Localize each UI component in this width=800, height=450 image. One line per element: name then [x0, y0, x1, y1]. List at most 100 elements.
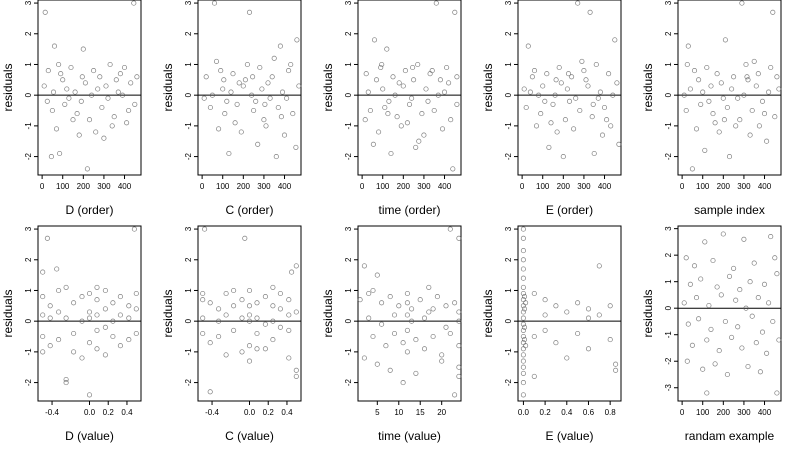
- data-point: [257, 64, 263, 71]
- data-point: [456, 318, 462, 324]
- data-point: [60, 77, 66, 83]
- data-point: [737, 287, 743, 293]
- data-point: [231, 303, 237, 309]
- data-point: [63, 284, 69, 290]
- data-point: [768, 234, 774, 240]
- data-point: [413, 370, 419, 376]
- data-point: [365, 89, 371, 95]
- data-point: [404, 349, 410, 355]
- data-point: [613, 367, 619, 373]
- data-point: [400, 380, 406, 386]
- data-point: [772, 114, 778, 120]
- data-point: [223, 352, 229, 358]
- y-tick-label: 3: [664, 0, 673, 5]
- data-point: [370, 333, 376, 340]
- y-tick-label: 1: [344, 288, 353, 293]
- data-point: [373, 77, 380, 83]
- data-point: [753, 340, 759, 346]
- y-tick-label: -1: [344, 122, 353, 130]
- data-point: [232, 120, 238, 126]
- data-point: [246, 343, 253, 349]
- x-tick-label: 100: [56, 182, 70, 191]
- data-point: [744, 74, 750, 80]
- y-tick-label: 1: [184, 62, 193, 67]
- data-point: [523, 300, 529, 306]
- data-point: [687, 86, 693, 92]
- y-axis-title: residuals: [321, 289, 335, 337]
- x-tick-label: 0.4: [121, 408, 133, 417]
- data-point: [569, 74, 575, 80]
- x-tick-label: 300: [577, 182, 591, 191]
- x-tick-label: 300: [737, 408, 751, 417]
- data-point: [102, 306, 108, 312]
- data-point: [231, 327, 237, 333]
- data-point: [704, 64, 710, 71]
- data-point: [439, 358, 445, 364]
- y-axis-title: residuals: [641, 289, 655, 337]
- data-point: [400, 83, 406, 89]
- data-point: [714, 284, 720, 290]
- data-point: [113, 77, 119, 83]
- x-tick-label: 0: [40, 182, 45, 191]
- data-point: [739, 0, 745, 6]
- x-tick-label: 100: [216, 182, 230, 191]
- chart-panel-2: 0 100 200 300 400 -2 -1 0 1 2 3 C (order) residuals: [161, 0, 302, 217]
- data-point: [542, 297, 548, 303]
- data-point: [687, 281, 693, 287]
- data-point: [616, 141, 622, 147]
- data-point: [44, 235, 50, 241]
- data-point: [591, 150, 597, 157]
- x-tick-label: 0.4: [561, 408, 573, 417]
- data-point: [542, 312, 548, 318]
- data-point: [370, 287, 376, 294]
- data-point: [433, 0, 439, 6]
- y-tick-label: 0: [504, 92, 513, 97]
- data-point: [382, 104, 388, 111]
- y-tick-label: 2: [184, 31, 193, 36]
- data-point: [538, 111, 544, 117]
- data-point: [421, 315, 428, 321]
- data-point: [745, 363, 751, 370]
- x-tick-label: 200: [237, 182, 251, 191]
- data-point: [573, 95, 579, 101]
- data-point: [411, 77, 417, 83]
- data-point: [209, 92, 215, 98]
- data-point: [379, 61, 385, 68]
- data-point: [454, 74, 460, 80]
- x-tick-label: 0.6: [583, 408, 595, 417]
- x-tick-label: 400: [758, 182, 772, 191]
- y-tick-label: 0: [184, 92, 193, 97]
- data-point: [714, 71, 720, 77]
- data-point: [439, 352, 445, 358]
- y-axis-title: residuals: [1, 63, 15, 111]
- data-point: [768, 64, 774, 71]
- data-point: [755, 71, 761, 77]
- x-tick-label: 400: [278, 182, 292, 191]
- data-point: [93, 129, 99, 135]
- x-tick-label: 0: [360, 182, 365, 191]
- y-tick-label: 3: [184, 226, 193, 231]
- data-point: [404, 312, 410, 318]
- data-point: [70, 117, 76, 123]
- data-point: [117, 71, 123, 77]
- y-tick-label: 0: [344, 318, 353, 323]
- data-point: [383, 343, 389, 349]
- data-point: [94, 327, 100, 333]
- x-tick-label: 300: [417, 182, 431, 191]
- y-tick-label: 1: [664, 279, 673, 284]
- data-point: [117, 343, 123, 349]
- data-point: [396, 80, 402, 86]
- data-point: [409, 318, 415, 324]
- data-point: [56, 61, 62, 68]
- data-point: [134, 74, 140, 80]
- data-point: [704, 390, 710, 396]
- data-point: [270, 318, 276, 324]
- data-point: [216, 306, 222, 312]
- y-axis-title: residuals: [481, 63, 495, 111]
- data-point: [747, 132, 753, 138]
- y-tick-label: -2: [184, 152, 193, 160]
- y-tick-label: 1: [24, 288, 33, 293]
- data-point: [384, 46, 390, 52]
- data-point: [430, 333, 436, 340]
- data-point: [702, 147, 708, 153]
